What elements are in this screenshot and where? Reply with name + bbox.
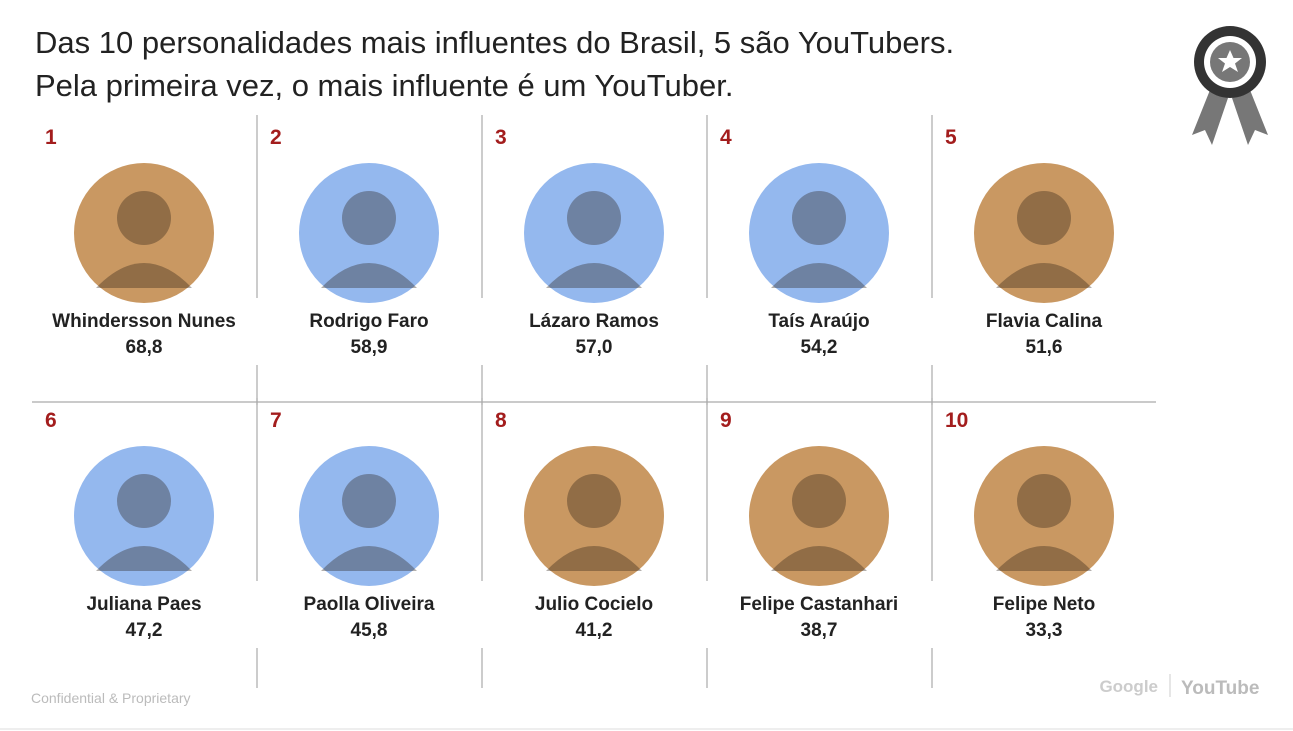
portrait bbox=[299, 446, 439, 586]
person-score: 54,2 bbox=[801, 337, 838, 358]
person-name: Julio Cocielo bbox=[535, 594, 653, 615]
portrait-head bbox=[342, 474, 396, 528]
portrait bbox=[299, 163, 439, 303]
person-score: 47,2 bbox=[126, 620, 163, 641]
rank: 2 bbox=[270, 126, 282, 149]
rank: 6 bbox=[45, 409, 57, 432]
rank: 3 bbox=[495, 126, 507, 149]
person-score: 57,0 bbox=[576, 337, 613, 358]
portrait-body bbox=[996, 546, 1092, 571]
person-name: Lázaro Ramos bbox=[529, 311, 659, 332]
person-score: 68,8 bbox=[126, 337, 163, 358]
rank: 10 bbox=[945, 409, 968, 432]
portrait-body bbox=[771, 263, 867, 288]
portrait-body bbox=[96, 263, 192, 288]
portrait bbox=[74, 446, 214, 586]
portrait-head bbox=[567, 191, 621, 245]
portrait-head bbox=[792, 474, 846, 528]
portrait bbox=[74, 163, 214, 303]
rank: 8 bbox=[495, 409, 507, 432]
person-score: 58,9 bbox=[351, 337, 388, 358]
person-score: 45,8 bbox=[351, 620, 388, 641]
person-score: 41,2 bbox=[576, 620, 613, 641]
portrait-body bbox=[96, 546, 192, 571]
portrait-body bbox=[321, 546, 417, 571]
portrait-body bbox=[996, 263, 1092, 288]
portrait bbox=[524, 446, 664, 586]
portrait bbox=[749, 163, 889, 303]
rank: 5 bbox=[945, 126, 957, 149]
portrait bbox=[974, 163, 1114, 303]
portrait-head bbox=[342, 191, 396, 245]
portrait-head bbox=[117, 191, 171, 245]
rank: 9 bbox=[720, 409, 732, 432]
portrait-body bbox=[546, 546, 642, 571]
google-logo: Google bbox=[1099, 677, 1158, 696]
person-name: Taís Araújo bbox=[768, 311, 869, 332]
portrait-body bbox=[546, 263, 642, 288]
portrait-head bbox=[1017, 474, 1071, 528]
portrait bbox=[974, 446, 1114, 586]
portrait-body bbox=[321, 263, 417, 288]
title-line: Das 10 personalidades mais influentes do… bbox=[35, 25, 954, 60]
person-name: Juliana Paes bbox=[86, 594, 201, 615]
title-line: Pela primeira vez, o mais influente é um… bbox=[35, 68, 733, 103]
portrait-head bbox=[1017, 191, 1071, 245]
rank: 7 bbox=[270, 409, 282, 432]
person-score: 38,7 bbox=[801, 620, 838, 641]
portrait-head bbox=[117, 474, 171, 528]
person-name: Felipe Neto bbox=[993, 594, 1095, 615]
portrait bbox=[749, 446, 889, 586]
rank: 4 bbox=[720, 126, 732, 149]
portrait bbox=[524, 163, 664, 303]
person-score: 51,6 bbox=[1026, 337, 1063, 358]
person-name: Whindersson Nunes bbox=[52, 311, 236, 332]
person-name: Flavia Calina bbox=[986, 311, 1103, 332]
person-score: 33,3 bbox=[1026, 620, 1063, 641]
person-name: Paolla Oliveira bbox=[304, 594, 435, 615]
portrait-head bbox=[567, 474, 621, 528]
person-name: Rodrigo Faro bbox=[309, 311, 428, 332]
person-name: Felipe Castanhari bbox=[740, 594, 898, 615]
confidential: Confidential & Proprietary bbox=[31, 690, 191, 706]
rank: 1 bbox=[45, 126, 57, 149]
award-icon bbox=[1192, 26, 1268, 145]
portrait-head bbox=[792, 191, 846, 245]
youtube-logo: YouTube bbox=[1181, 678, 1259, 699]
portrait-body bbox=[771, 546, 867, 571]
